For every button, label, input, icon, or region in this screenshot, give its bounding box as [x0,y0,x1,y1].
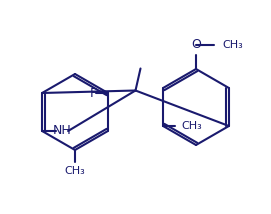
Text: NH: NH [53,125,72,138]
Text: O: O [191,38,201,51]
Text: CH₃: CH₃ [64,166,85,176]
Text: CH₃: CH₃ [181,121,202,131]
Text: F: F [89,86,96,100]
Text: CH₃: CH₃ [222,40,243,50]
